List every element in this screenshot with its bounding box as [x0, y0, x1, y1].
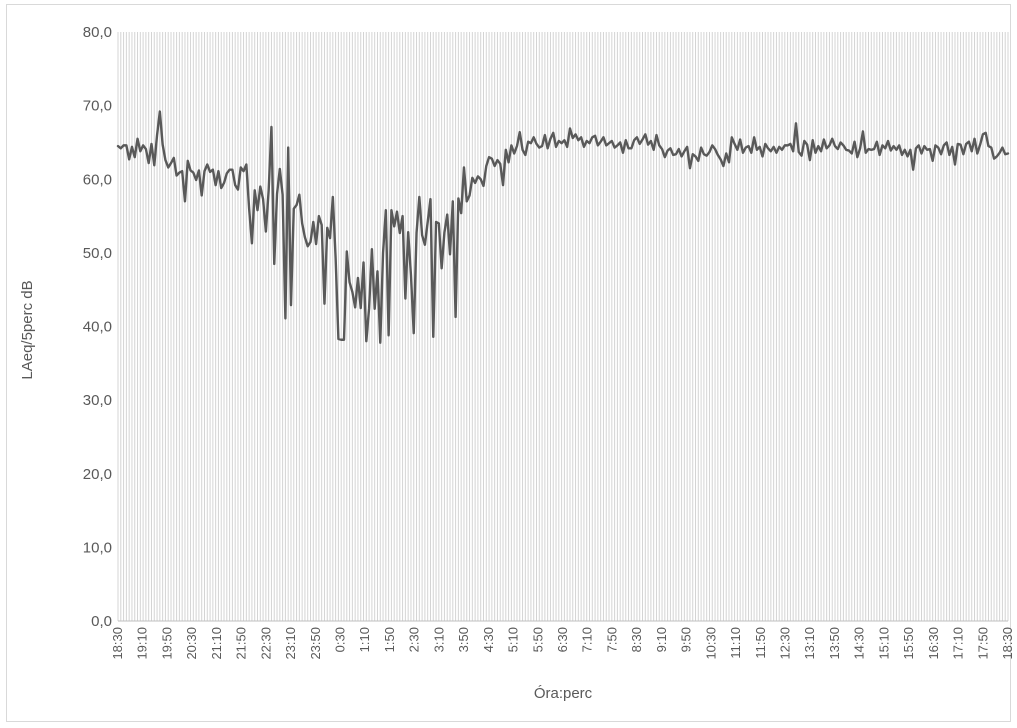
- x-tick-label: 23:50: [308, 627, 323, 660]
- x-tick-label: 9:50: [679, 627, 694, 652]
- x-tick-label: 12:30: [778, 627, 793, 660]
- x-tick-label: 3:50: [456, 627, 471, 652]
- y-tick-label: 30,0: [83, 392, 112, 409]
- x-tick-label: 17:50: [975, 627, 990, 660]
- x-tick-label: 11:50: [753, 627, 768, 659]
- x-tick-label: 7:10: [580, 627, 595, 652]
- x-tick-label: 18:30: [110, 627, 125, 660]
- x-tick-label: 17:10: [951, 627, 966, 660]
- y-tick-label: 60,0: [83, 171, 112, 188]
- x-tick-label: 7:50: [604, 627, 619, 652]
- x-tick-label: 1:10: [357, 627, 372, 652]
- x-tick-label: 3:10: [431, 627, 446, 652]
- x-tick-label: 20:30: [184, 627, 199, 660]
- x-tick-label: 13:50: [827, 627, 842, 660]
- x-tick-label: 0:30: [333, 627, 348, 652]
- x-tick-label: 5:10: [506, 627, 521, 652]
- x-tick-label: 13:10: [802, 627, 817, 660]
- y-tick-label: 20,0: [83, 466, 112, 483]
- y-tick-label: 80,0: [83, 24, 112, 41]
- x-tick-label: 4:30: [481, 627, 496, 652]
- x-tick-label: 2:30: [407, 627, 422, 652]
- y-axis-ticks: 0,0 10,0 20,0 30,0 40,0 50,0 60,0 70,0 80,0: [83, 24, 112, 630]
- y-tick-label: 40,0: [83, 319, 112, 336]
- x-tick-label: 19:50: [159, 627, 174, 660]
- x-tick-label: 15:10: [876, 627, 891, 660]
- x-tick-label: 22:30: [258, 627, 273, 660]
- x-tick-label: 18:30: [1000, 627, 1012, 660]
- x-tick-label: 5:50: [530, 627, 545, 652]
- gridlines: [117, 32, 1009, 621]
- y-tick-label: 70,0: [83, 98, 112, 115]
- chart-frame: 0,0 10,0 20,0 30,0 40,0 50,0 60,0 70,0 80,0 18:3…: [6, 4, 1012, 722]
- x-tick-label: 19:10: [135, 627, 150, 660]
- x-tick-label: 8:30: [629, 627, 644, 652]
- line-chart: 0,0 10,0 20,0 30,0 40,0 50,0 60,0 70,0 80,0 18:3…: [19, 24, 1012, 702]
- x-axis-title: Óra:perc: [534, 685, 593, 702]
- x-tick-label: 15:50: [901, 627, 916, 660]
- x-tick-label: 9:10: [654, 627, 669, 652]
- x-tick-label: 16:30: [926, 627, 941, 660]
- x-tick-label: 11:10: [728, 627, 743, 659]
- series-layer: [116, 110, 1010, 344]
- x-tick-label: 1:50: [382, 627, 397, 652]
- x-tick-label: 21:50: [234, 627, 249, 660]
- y-axis-title: LAeq/5perc dB: [19, 280, 36, 379]
- x-axis-ticks: 18:30 19:10 19:50 20:30 21:10 21:50 22:30 23:10…: [110, 627, 1012, 660]
- x-tick-label: 14:30: [852, 627, 867, 660]
- x-tick-label: 6:30: [555, 627, 570, 652]
- y-tick-label: 0,0: [91, 613, 112, 630]
- x-tick-label: 10:30: [703, 627, 718, 660]
- x-tick-label: 21:10: [209, 627, 224, 660]
- x-tick-label: 23:10: [283, 627, 298, 660]
- y-tick-label: 50,0: [83, 245, 112, 262]
- y-tick-label: 10,0: [83, 539, 112, 556]
- series-line: [116, 110, 1010, 344]
